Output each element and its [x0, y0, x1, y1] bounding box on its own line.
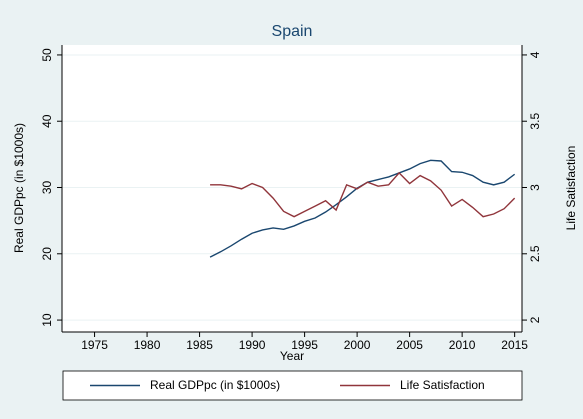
chart-title: Spain [272, 23, 313, 40]
x-tick-label: 2000 [344, 338, 371, 352]
y-tick-label: 30 [40, 181, 54, 195]
legend-label: Real GDPpc (in $1000s) [150, 378, 280, 392]
x-tick-label: 2010 [449, 338, 476, 352]
y2-axis-label: Life Satisfaction [564, 146, 578, 231]
y2-tick-label: 2 [528, 316, 542, 323]
y-axis-label: Real GDPpc (in $1000s) [12, 123, 26, 253]
legend-label: Life Satisfaction [400, 378, 485, 392]
x-tick-label: 1980 [134, 338, 161, 352]
y2-tick-label: 3.5 [528, 113, 542, 130]
x-tick-label: 2015 [501, 338, 528, 352]
y2-tick-label: 2.5 [528, 245, 542, 262]
x-tick-label: 1975 [81, 338, 108, 352]
x-tick-label: 1995 [291, 338, 318, 352]
plot-area [62, 45, 522, 332]
y-tick-label: 50 [40, 48, 54, 62]
y-tick-label: 20 [40, 247, 54, 261]
x-axis-label: Year [280, 349, 304, 363]
y-tick-label: 40 [40, 114, 54, 128]
line [210, 171, 516, 218]
y2-tick-label: 3 [528, 184, 542, 191]
x-tick-label: 1990 [239, 338, 266, 352]
y2-tick-label: 4 [528, 51, 542, 58]
x-tick-label: 2005 [396, 338, 423, 352]
x-tick-label: 1985 [186, 338, 213, 352]
y-tick-label: 10 [40, 313, 54, 327]
